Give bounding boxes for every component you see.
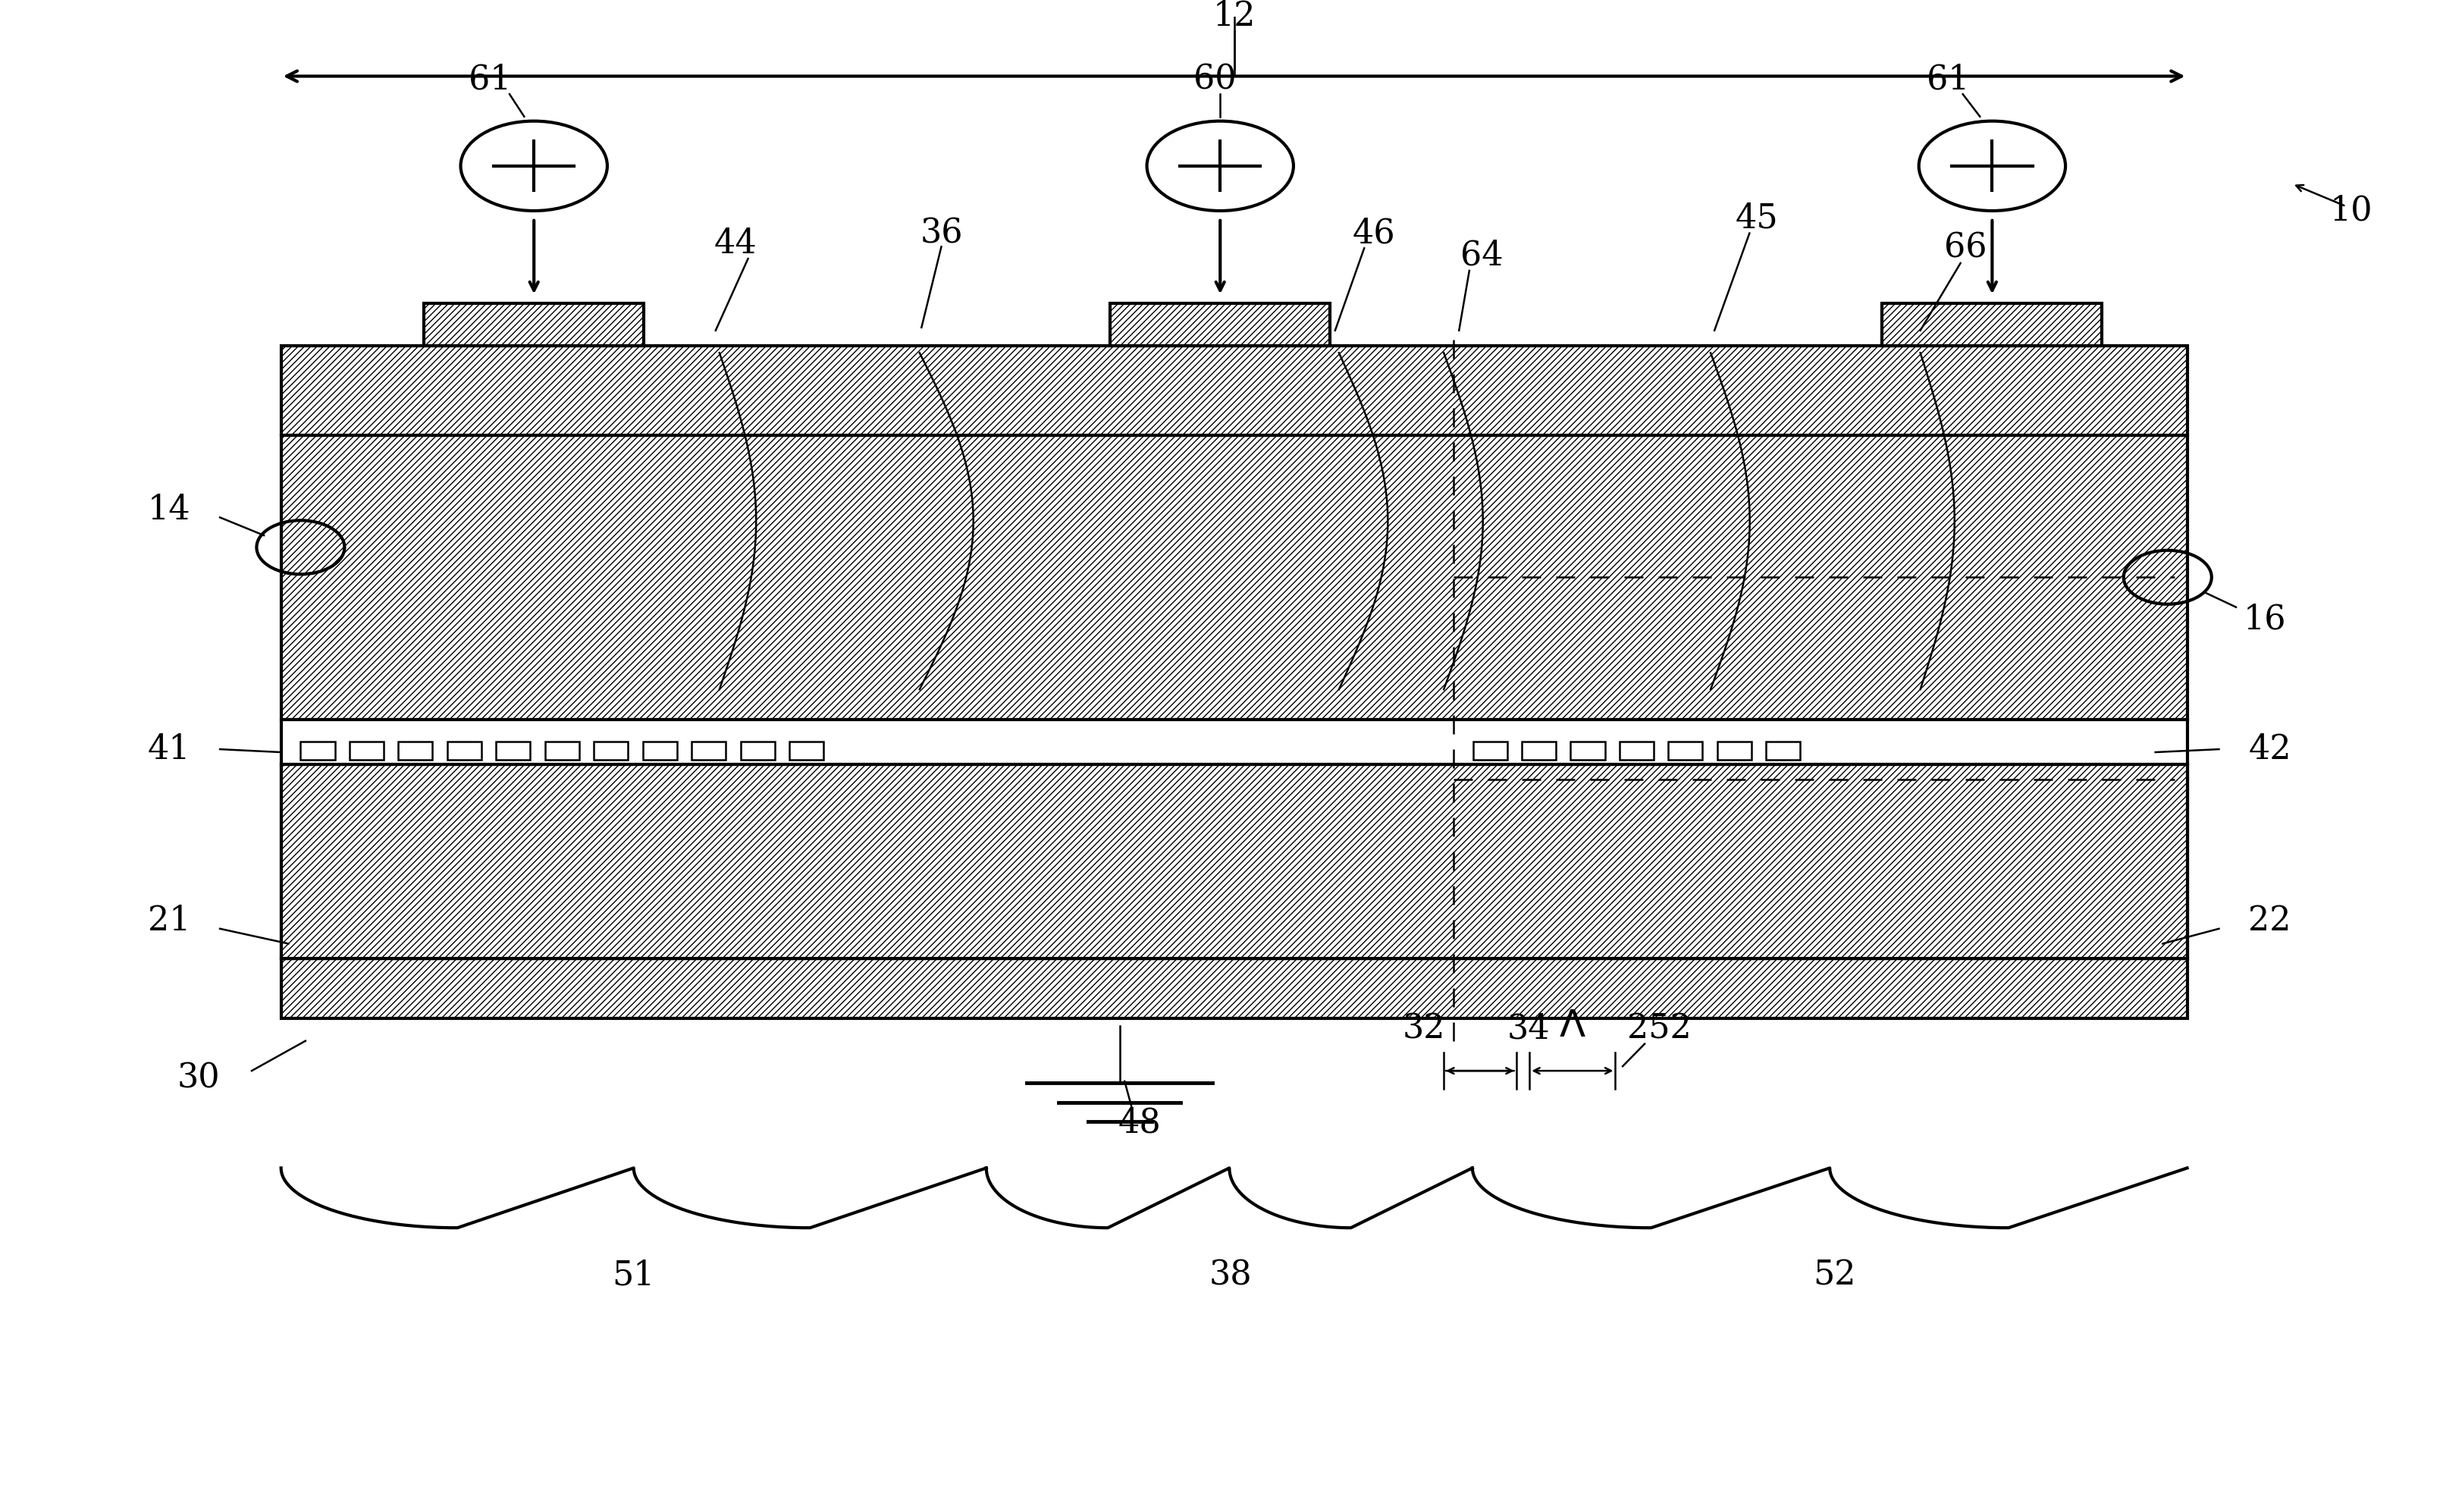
Bar [1717,742,1752,759]
Text: 22: 22 [2248,904,2292,937]
Bar [789,742,823,759]
Bar [281,959,2186,1019]
Text: 10: 10 [2328,195,2372,227]
Bar [1620,742,1654,759]
Bar [691,742,726,759]
Bar [1522,742,1556,759]
Text: 66: 66 [1942,231,1986,265]
Bar [281,345,2186,435]
Text: 32: 32 [1402,1013,1446,1045]
Bar [281,720,2186,764]
Bar [1571,742,1605,759]
Text: 14: 14 [147,493,191,526]
Bar [1109,304,1329,345]
Text: 61: 61 [469,64,511,95]
Bar [281,435,2186,720]
Bar [1669,742,1703,759]
Bar [349,742,384,759]
Text: 38: 38 [1209,1259,1251,1293]
Text: 60: 60 [1195,64,1236,95]
Text: 30: 30 [176,1061,220,1095]
Bar [1881,304,2101,345]
Text: 52: 52 [1813,1259,1854,1293]
Text: 42: 42 [2248,733,2292,765]
Bar [1766,742,1800,759]
Text: 34: 34 [1507,1013,1549,1045]
Text: 44: 44 [713,227,757,260]
Bar [300,742,335,759]
Text: 12: 12 [1212,0,1256,33]
Text: 51: 51 [613,1259,655,1293]
Text: 61: 61 [1925,64,1969,95]
Bar [740,742,774,759]
Text: 41: 41 [147,733,191,765]
Bar [496,742,530,759]
Bar [281,764,2186,959]
Text: 252: 252 [1627,1013,1691,1045]
Text: 36: 36 [919,216,963,249]
Bar [545,742,579,759]
Text: 48: 48 [1116,1107,1160,1140]
Bar [425,304,645,345]
Bar [447,742,481,759]
Bar [594,742,628,759]
Bar [643,742,677,759]
Text: 46: 46 [1351,216,1395,249]
Text: 45: 45 [1735,203,1779,234]
Bar [398,742,432,759]
Bar [1473,742,1507,759]
Text: 64: 64 [1458,239,1502,272]
Text: $\Lambda$: $\Lambda$ [1559,1007,1586,1045]
Bar [281,764,2186,959]
Text: 21: 21 [147,904,191,937]
Text: 16: 16 [2243,603,2287,635]
